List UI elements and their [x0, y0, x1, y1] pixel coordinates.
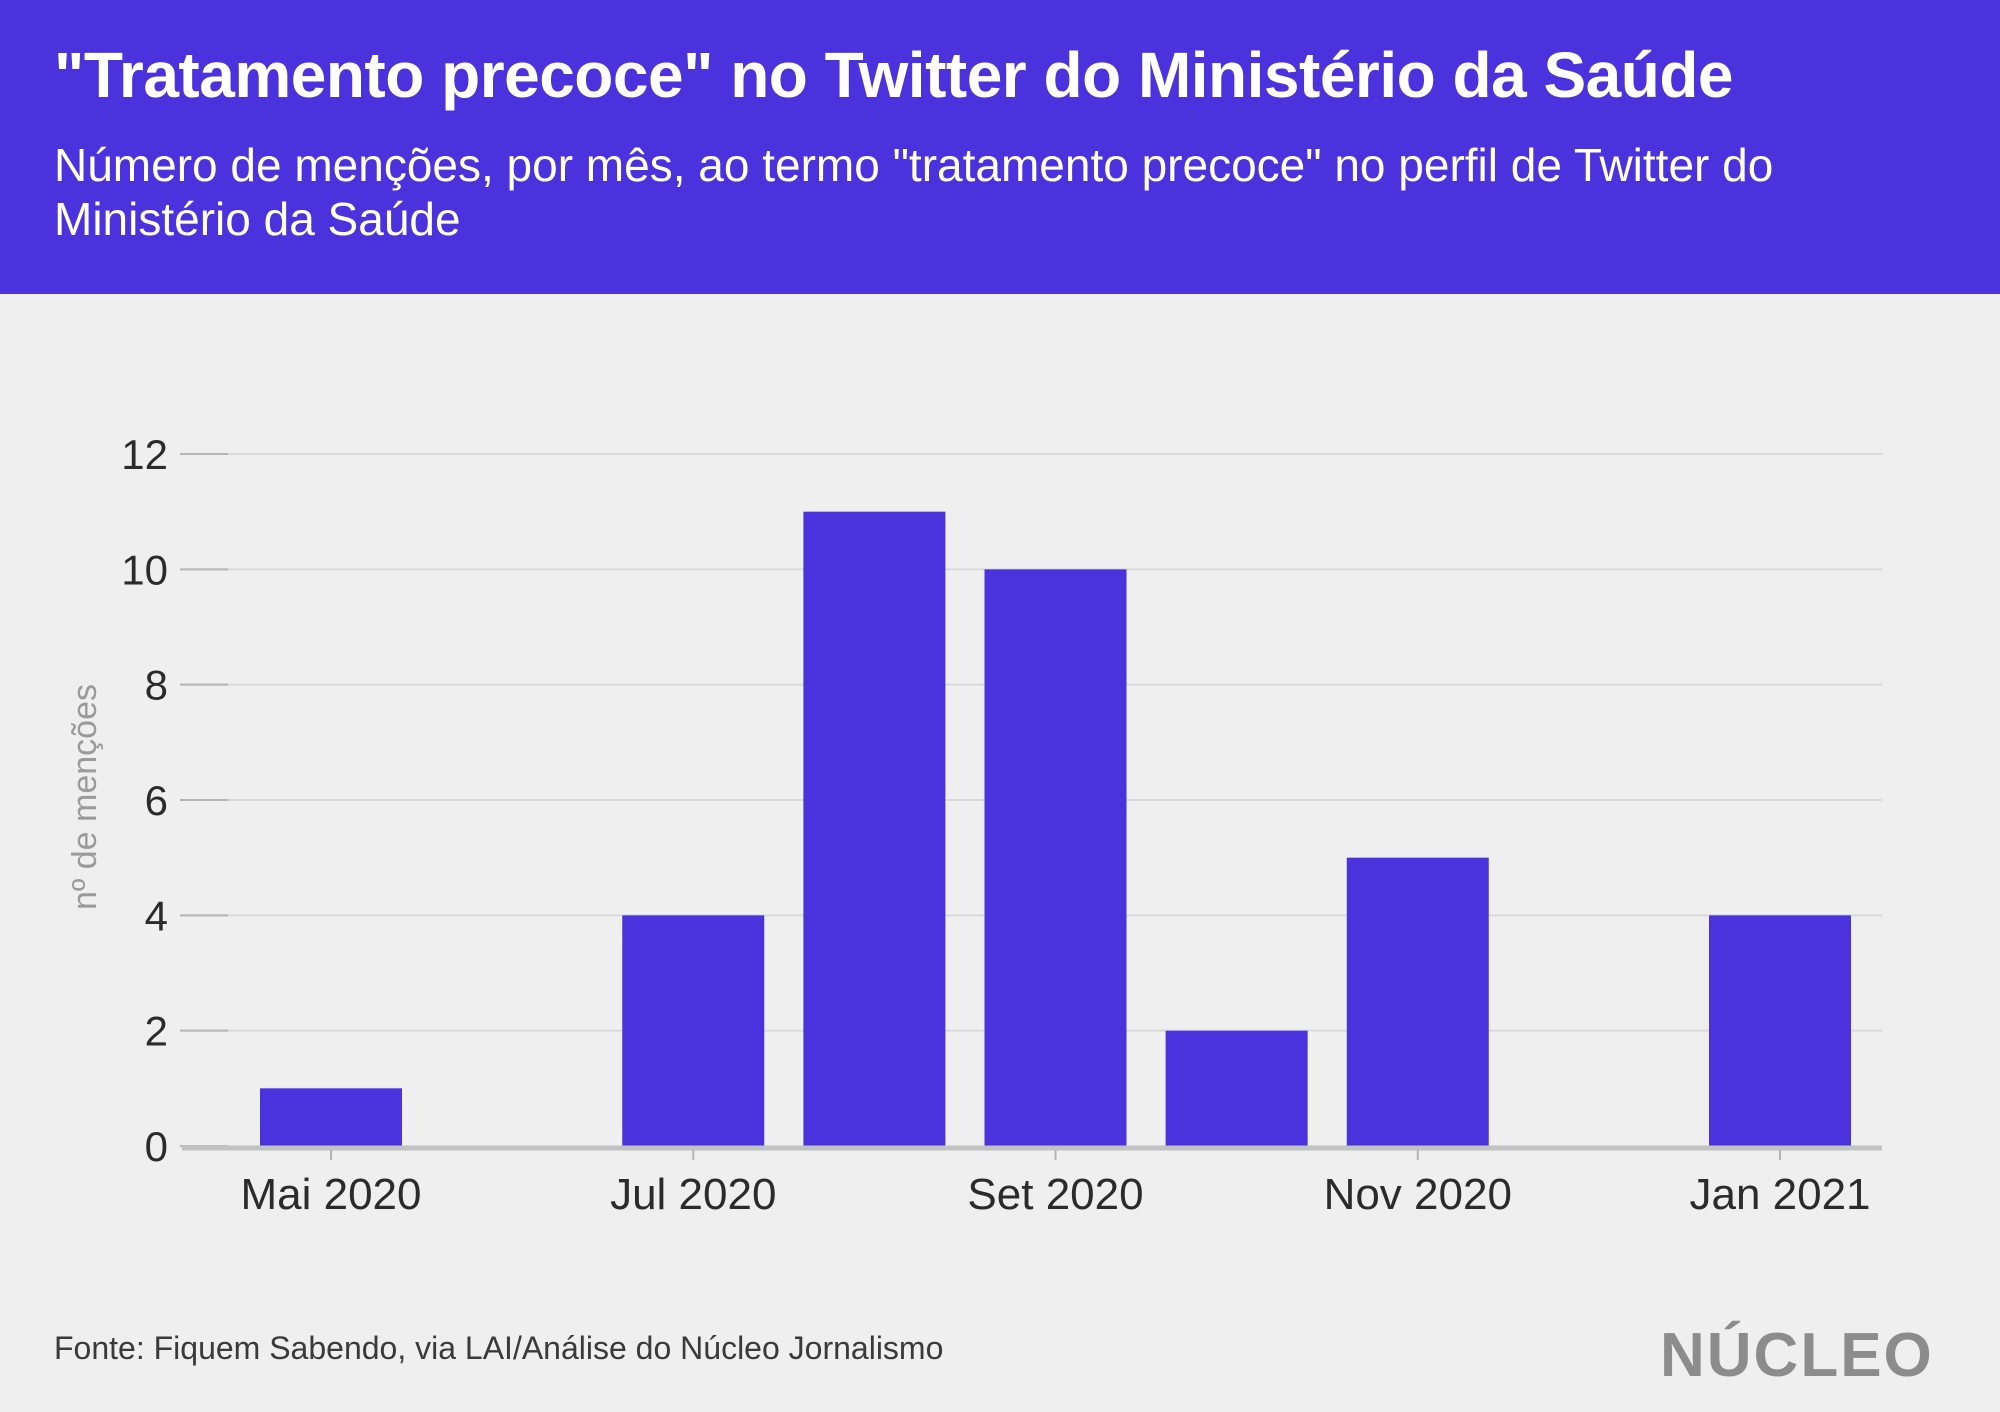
chart-title: "Tratamento precoce" no Twitter do Minis… — [54, 39, 1734, 111]
y-tick-label: 8 — [145, 662, 168, 709]
y-tick-label: 6 — [145, 777, 168, 824]
bar-2020-05 — [260, 1088, 402, 1146]
x-tick-label: Set 2020 — [967, 1170, 1143, 1219]
y-axis-title: nº de menções — [66, 684, 104, 910]
x-tick-label: Jan 2021 — [1689, 1170, 1870, 1219]
bar-2020-11 — [1346, 857, 1489, 1146]
bars — [260, 511, 1851, 1146]
bar-2020-08 — [803, 511, 946, 1146]
source-note: Fonte: Fiquem Sabendo, via LAI/Análise d… — [54, 1330, 944, 1366]
bar-2020-10 — [1165, 1030, 1308, 1146]
x-tick-label: Jul 2020 — [610, 1170, 776, 1219]
y-tick-label: 12 — [121, 431, 168, 478]
y-tick-label: 0 — [145, 1123, 168, 1170]
x-tick-label: Mai 2020 — [240, 1170, 421, 1219]
bar-2020-09 — [984, 569, 1127, 1146]
y-tick-label: 4 — [145, 892, 168, 939]
chart-subtitle: Número de menções, por mês, ao termo "tr… — [54, 139, 1774, 245]
x-tick-label: Nov 2020 — [1324, 1170, 1512, 1219]
axes: 0 2 4 6 8 10 12 Mai 2020 Jul 2020 Set 2020 Nov 202… — [121, 431, 1882, 1219]
bar-chart: 0 2 4 6 8 10 12 Mai 2020 Jul 2020 Set 2020 Nov 202… — [66, 431, 1882, 1219]
bar-2020-07 — [622, 915, 765, 1146]
nucleo-logo: NÚCLEO — [1660, 1321, 1934, 1390]
y-tick-label: 2 — [145, 1008, 168, 1055]
bar-2021-01 — [1709, 915, 1851, 1146]
chart-header: "Tratamento precoce" no Twitter do Minis… — [0, 0, 2000, 294]
y-tick-label: 10 — [121, 546, 168, 593]
